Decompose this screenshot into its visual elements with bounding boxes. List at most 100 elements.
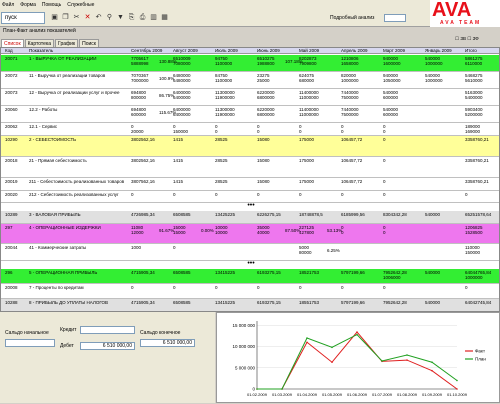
chart-icon[interactable]: ▥ [150,14,157,21]
cell-value: 5797199,66 [341,270,365,275]
cell-code: 10290 [5,137,18,142]
print-icon[interactable]: ⎙ [139,14,146,21]
cell-percent: 91.67% [159,228,175,233]
cell-value: 540000 [425,300,441,305]
cell-value: 3802562,16 [131,137,155,142]
cell-value: 11300000 11900000 [215,107,235,117]
start-balance-field[interactable] [5,339,55,347]
table-row[interactable]: 296 5 - ОПЕРАЦИОННАЯ ПРИБЫЛЬ 4715905,34 650… [1,269,499,284]
menu-bar: Файл Форма Помощь Служебные [0,0,500,10]
cell-value: 5163000 5400000 [465,90,483,100]
tab-search[interactable]: Поиск [79,39,99,47]
cell-value: 940000 1050000 [383,73,401,83]
table-row[interactable]: 20008 7 - Проценты по кредитам 0 0 0 0 0 0 0 0 [1,284,499,299]
data-point [331,361,333,364]
debit-field[interactable]: 6 510 000,00 [80,342,135,350]
cell-value: 5000 80000 [299,245,312,255]
menu-help[interactable]: Помощь [41,2,62,8]
cell-value: 1000 [131,245,142,250]
period-select[interactable] [384,14,406,22]
column-header[interactable]: Апрель 2009 [341,48,368,53]
cut-icon[interactable]: ✂ [73,14,80,21]
delete-icon[interactable]: ✕ [84,14,91,21]
tab-graph[interactable]: График [55,39,79,47]
data-grid[interactable]: Код Показатель Сентябрь 2009 Август 2009 Июл… [0,47,500,312]
copy-icon[interactable]: ❐ [62,14,69,21]
cell-value: 7952642,28 [383,300,407,305]
check-zf-icon[interactable]: ☐ [467,36,472,41]
cell-value: 820000 1000000 [341,73,359,83]
column-header[interactable]: Январь 2009 [425,48,452,53]
search-icon[interactable]: ⚲ [106,14,113,21]
table-row[interactable]: 20073 12 - Выручка от реализации услуг и … [1,89,499,106]
cell-value: 4715905,34 [131,300,155,305]
cell-value: 227125 427800 [299,225,315,235]
cell-value: 1206825 1528500 [465,225,483,235]
run-button[interactable]: пуск [1,12,45,24]
column-header[interactable]: Код [5,48,13,53]
table-icon[interactable]: ▦ [161,14,168,21]
cell-value: 0 [383,192,386,197]
table-row[interactable]: 20019 211 - Себестоимость реализованных т… [1,178,499,191]
chart-panel: 15 000 000 10 000 000 5 000 000 0 01.02.2009… [216,312,500,403]
cell-value: 175000 [299,158,315,163]
end-balance-field[interactable]: 6 510 000,00 [140,339,195,347]
x-tick-label: 01.07.2009 [372,392,393,397]
table-row[interactable]: 10289 3 - ВАЛОВАЯ ПРИБЫЛЬ 4726985,34 650858… [1,211,499,224]
cell-value: 940000 1600000 [383,56,401,66]
column-header[interactable]: Июнь 2009 [257,48,280,53]
check-zv-icon[interactable]: ☐ [455,36,460,41]
tab-list[interactable]: Список [1,39,24,47]
column-header[interactable]: Март 2009 [383,48,406,53]
column-header[interactable]: Май 2009 [299,48,320,53]
table-row[interactable]: 20018 21 - Прямая себестоимость 3802562,16… [1,157,499,178]
cell-value: 6510009 7080000 [173,56,191,66]
cell-value: 18551753 [299,300,320,305]
cell-value: 189000 169000 [465,124,481,134]
summary-panel: Сальдо начальное Кредит Дебет 6 510 000,… [0,312,215,403]
table-row[interactable]: 20062 12.1 - Сервис 0 20000 0 150000 0 0 0 0 0 0 0 0 0… [1,123,499,136]
table-row[interactable]: 297 4 - ОПЕРАЦИОННЫЕ ИЗДЕРЖКИ 11080 12000 91… [1,224,499,244]
filter-icon[interactable]: ▼ [117,14,124,21]
cell-name: 2 - СЕБЕСТОИМОСТЬ [29,137,77,142]
cell-value: 23275 25000 [257,73,270,83]
cell-name: 21 - Прямая себестоимость [29,158,87,163]
cell-value: 0 [215,285,218,290]
column-header[interactable]: Июль 2009 [215,48,238,53]
cell-value: 0 [383,285,386,290]
table-row[interactable]: 10288 8 - ПРИБЫЛЬ ДО УПЛАТЫ НАЛОГОВ 471590… [1,299,499,311]
save-icon[interactable]: ▣ [51,14,58,21]
cell-value: 15080 [257,137,270,142]
logo-subtitle: AVA TEAM [440,20,482,26]
export-icon[interactable]: ⎘ [128,14,135,21]
cell-value: 3802562,16 [131,158,155,163]
menu-file[interactable]: Файл [2,2,15,8]
row-separator: ••• [1,260,499,269]
cell-percent: 100.9% [159,76,175,81]
menu-form[interactable]: Форма [20,2,36,8]
column-header[interactable]: Август 2009 [173,48,198,53]
column-header[interactable]: Сентябрь 2009 [131,48,163,53]
tab-card[interactable]: Картотека [24,39,55,47]
cell-value: 540000 600000 [383,90,399,100]
cell-value: 10000 10000 [215,225,228,235]
column-header[interactable]: Итого [465,48,477,53]
table-row[interactable]: 20060 12.2 - Работы 694800 600000 115.67% 640… [1,106,499,123]
cell-value: 5903400 5200000 [465,107,483,117]
table-row[interactable]: 20044 41 - Коммерческие затраты 1000 0 5000 8… [1,244,499,261]
menu-service[interactable]: Служебные [67,2,95,8]
table-row[interactable]: 10290 2 - СЕБЕСТОИМОСТЬ 3802562,16 1415 2852… [1,136,499,157]
cell-value: 0 [383,137,386,142]
table-row[interactable]: 20072 11 - Выручка от реализации товаров 7… [1,72,499,89]
table-row[interactable]: 20071 1 - ВЫРУЧКА ОТ РЕАЛИЗАЦИИ 7705617 588… [1,55,499,72]
x-tick-label: 01.09.2009 [422,392,443,397]
undo-icon[interactable]: ↶ [95,14,102,21]
cell-value: 540000 600000 [383,107,399,117]
cell-value: 106457,72 [341,179,363,184]
cell-value: 3358760,21 [465,158,489,163]
credit-field[interactable] [80,326,135,334]
column-header[interactable]: Показатель [29,48,54,53]
x-tick-label: 01.06.2009 [347,392,368,397]
table-row[interactable]: 20020 212 - Себестоимость реализованных у… [1,191,499,203]
cell-value: 5861275 6110000 [465,56,483,66]
